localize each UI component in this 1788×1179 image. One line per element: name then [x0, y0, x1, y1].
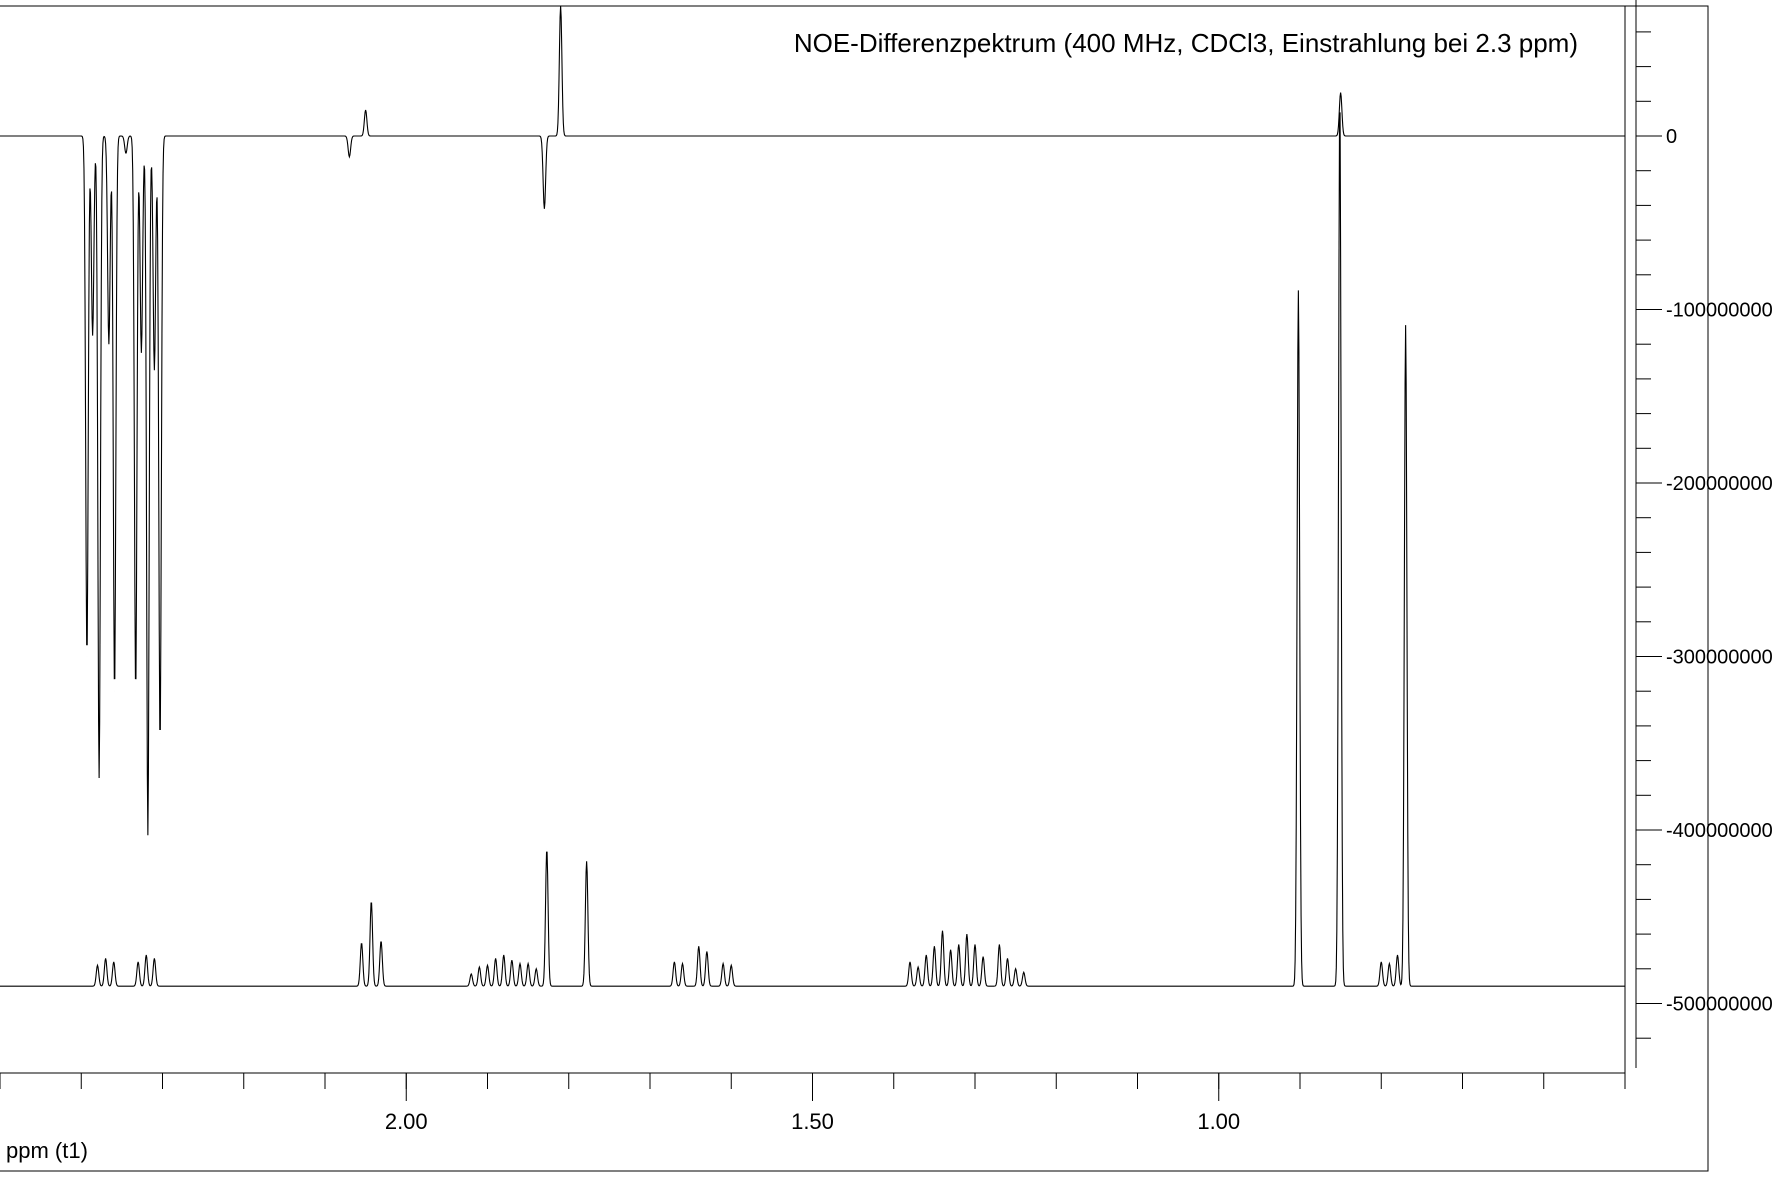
x-axis: 2.00 1.50 1.00: [0, 1073, 1626, 1134]
y-tick-label: -400000000: [1666, 820, 1773, 842]
x-tick-label: 1.50: [791, 1109, 834, 1134]
y-axis: 0 -100000000 -200000000 -300000000 -40000000…: [1635, 0, 1773, 1068]
peak-point-2-19: [546, 848, 547, 849]
peak-point-2-9: [380, 940, 381, 941]
peak-point-2-23: [698, 946, 699, 947]
peak-point-1-13: [365, 109, 366, 110]
peak-point-2-33: [958, 944, 959, 945]
peak-point-2-46: [1405, 325, 1406, 326]
peak-point-2-39: [1015, 968, 1016, 969]
peak-point-1-10: [154, 370, 155, 371]
peak-point-2-36: [983, 956, 984, 957]
peak-point-2-21: [674, 961, 675, 962]
peak-point-2-41: [1298, 290, 1299, 291]
x-tick-label: 1.00: [1197, 1109, 1240, 1134]
peak-point-2-32: [950, 949, 951, 950]
peak-point-2-13: [495, 958, 496, 959]
peak-point-1-15: [560, 5, 561, 6]
peak-point-2-31: [942, 930, 943, 931]
spectrum-trace-2: [0, 112, 1625, 987]
peak-point-2-29: [926, 954, 927, 955]
peak-point-1-5: [114, 691, 115, 692]
peak-point-2-42: [1339, 92, 1340, 93]
peak-point-2-4: [138, 961, 139, 962]
peak-point-2-12: [487, 965, 488, 966]
peak-point-2-44: [1389, 963, 1390, 964]
peak-point-2-24: [706, 951, 707, 952]
peak-point-2-26: [731, 965, 732, 966]
peak-point-2-5: [146, 954, 147, 955]
peak-point-2-43: [1381, 961, 1382, 962]
peak-point-2-35: [974, 944, 975, 945]
peak-point-2-45: [1397, 954, 1398, 955]
peak-point-1-14: [544, 208, 545, 209]
peak-point-1-6: [125, 153, 126, 154]
peak-point-2-30: [934, 946, 935, 947]
peak-point-1-2: [92, 335, 93, 336]
peak-point-2-25: [723, 963, 724, 964]
peak-point-2-40: [1023, 972, 1024, 973]
peak-point-2-11: [479, 966, 480, 967]
peak-point-2-3: [113, 961, 114, 962]
spectrum-traces: [0, 5, 1625, 987]
peak-point-2-20: [586, 861, 587, 862]
peak-point-2-15: [511, 960, 512, 961]
peak-point-2-22: [682, 963, 683, 964]
peak-point-1-4: [108, 344, 109, 345]
peak-point-2-6: [154, 958, 155, 959]
y-tick-label: -500000000: [1666, 994, 1773, 1016]
peak-point-2-7: [361, 942, 362, 943]
peak-point-1-11: [159, 743, 160, 744]
peak-point-1-7: [135, 691, 136, 692]
peak-point-2-37: [999, 944, 1000, 945]
peak-point-2-2: [105, 958, 106, 959]
peak-point-2-27: [909, 961, 910, 962]
x-tick-label: 2.00: [385, 1109, 428, 1134]
y-tick-label: -300000000: [1666, 647, 1773, 669]
peak-point-1-8: [141, 352, 142, 353]
y-tick-label: -200000000: [1666, 473, 1773, 495]
peak-point-1-12: [349, 156, 350, 157]
y-tick-label: 0: [1666, 126, 1677, 148]
peak-point-2-14: [503, 954, 504, 955]
peak-point-1-9: [147, 835, 148, 836]
peak-point-2-8: [371, 901, 372, 902]
x-axis-label: ppm (t1): [6, 1138, 88, 1163]
peak-point-2-18: [536, 968, 537, 969]
chart-title: NOE-Differenzpektrum (400 MHz, CDCl3, Ei…: [794, 28, 1578, 58]
peak-point-1-3: [99, 777, 100, 778]
spectrum-trace-1: [0, 5, 1625, 836]
peak-point-2-34: [966, 934, 967, 935]
peak-point-2-17: [528, 963, 529, 964]
peak-point-2-1: [97, 965, 98, 966]
peak-point-2-10: [471, 973, 472, 974]
peak-point-2-28: [918, 966, 919, 967]
peak-point-1-1: [86, 656, 87, 657]
y-tick-label: -100000000: [1666, 300, 1773, 322]
peak-point-2-38: [1007, 958, 1008, 959]
peak-point-2-16: [519, 963, 520, 964]
